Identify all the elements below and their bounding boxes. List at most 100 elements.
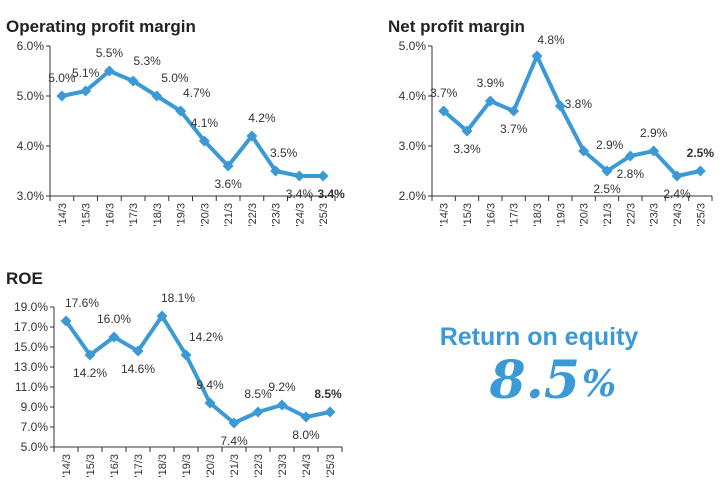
x-tick-label: '19/3 xyxy=(176,203,188,227)
chart-title: Net profit margin xyxy=(388,17,525,36)
data-label: 3.6% xyxy=(214,177,242,191)
x-tick-label: '19/3 xyxy=(181,454,193,478)
y-tick-label: 5.0% xyxy=(17,89,45,103)
x-tick-label: '14/3 xyxy=(439,203,451,227)
roe-callout: Return on equity 8.5 % xyxy=(440,323,639,411)
data-label: 3.7% xyxy=(430,86,458,100)
data-label: 9.2% xyxy=(268,380,296,394)
data-point-marker xyxy=(156,310,168,322)
series-line xyxy=(442,54,701,178)
y-tick-label: 13.0% xyxy=(14,360,48,374)
chart-title: Operating profit margin xyxy=(6,17,196,36)
data-label: 2.5% xyxy=(593,182,621,196)
y-tick-label: 15.0% xyxy=(14,340,48,354)
y-tick-label: 7.0% xyxy=(21,420,49,434)
x-tick-label: '17/3 xyxy=(128,203,140,227)
x-tick-label: '24/3 xyxy=(294,203,306,227)
roe-chart: ROE 5.0% 7.0% 9.0% 11.0% 13.0% 15.0% 17.0% 19.0%… xyxy=(6,269,343,478)
data-point-marker xyxy=(461,125,473,137)
data-point-marker xyxy=(60,315,72,327)
x-tick-label: '17/3 xyxy=(509,203,521,227)
operating-profit-margin-chart: Operating profit margin 3.0% 4.0% 5.0% 6.0% '… xyxy=(6,17,345,227)
y-tick-label: 11.0% xyxy=(15,380,48,394)
x-tick-label: '22/3 xyxy=(625,203,637,227)
x-tick-label: '14/3 xyxy=(57,203,69,227)
data-point-marker xyxy=(204,397,216,409)
callout-value: 8.5 xyxy=(489,350,580,411)
y-tick-label: 5.0% xyxy=(21,440,49,454)
data-label: 3.8% xyxy=(565,97,593,111)
x-tick-label: '25/3 xyxy=(318,203,330,227)
x-tick-label: '17/3 xyxy=(133,454,145,478)
data-label: 3.5% xyxy=(270,146,298,160)
x-tick-label: '18/3 xyxy=(152,203,164,227)
x-tick-label: '23/3 xyxy=(649,203,661,227)
data-label: 5.3% xyxy=(133,54,161,68)
data-label: 5.1% xyxy=(72,66,100,80)
callout-heading: Return on equity xyxy=(440,323,639,351)
y-tick-label: 4.0% xyxy=(399,89,427,103)
data-label: 9.4% xyxy=(196,378,224,392)
chart-title: ROE xyxy=(6,269,43,288)
data-label: 3.7% xyxy=(500,122,528,136)
data-point-marker xyxy=(175,105,187,117)
data-point-marker xyxy=(324,406,336,418)
x-tick-label: '25/3 xyxy=(325,454,337,478)
x-tick-label: '21/3 xyxy=(229,454,241,478)
y-tick-label: 17.0% xyxy=(14,320,48,334)
callout-unit: % xyxy=(582,363,616,405)
y-tick-label: 4.0% xyxy=(17,139,45,153)
data-label: 2.5% xyxy=(687,146,715,160)
data-point-marker xyxy=(198,135,210,147)
data-point-marker xyxy=(671,170,683,182)
data-label: 3.9% xyxy=(477,76,505,90)
data-label: 5.5% xyxy=(96,46,124,60)
x-tick-label: '24/3 xyxy=(672,203,684,227)
data-point-marker xyxy=(84,349,96,361)
y-tick-label: 3.0% xyxy=(399,139,427,153)
x-tick-label: '25/3 xyxy=(695,203,707,227)
data-point-marker xyxy=(554,100,566,112)
data-label: 14.2% xyxy=(73,366,107,380)
data-point-marker xyxy=(132,345,144,357)
x-tick-label: '23/3 xyxy=(271,203,283,227)
x-tick-label: '21/3 xyxy=(602,203,614,227)
data-label: 4.1% xyxy=(191,116,219,130)
x-tick-label: '22/3 xyxy=(247,203,259,227)
data-label: 3.4% xyxy=(317,187,345,201)
data-label: 5.0% xyxy=(161,71,189,85)
data-point-marker xyxy=(648,145,660,157)
data-label: 8.5% xyxy=(244,387,272,401)
x-tick-label: '20/3 xyxy=(579,203,591,227)
x-tick-label: '19/3 xyxy=(555,203,567,227)
data-point-marker xyxy=(180,349,192,361)
data-point-marker xyxy=(151,90,163,102)
data-point-marker xyxy=(228,417,240,429)
x-tick-label: '16/3 xyxy=(104,203,116,227)
data-label: 4.8% xyxy=(537,33,565,47)
data-point-marker xyxy=(438,105,450,117)
x-tick-label: '24/3 xyxy=(301,454,313,478)
data-point-marker xyxy=(108,331,120,343)
data-label: 16.0% xyxy=(97,312,131,326)
data-label: 3.4% xyxy=(286,187,314,201)
data-point-marker xyxy=(694,165,706,177)
x-tick-label: '18/3 xyxy=(532,203,544,227)
data-label: 7.4% xyxy=(220,434,248,448)
y-tick-label: 5.0% xyxy=(399,39,427,53)
data-point-marker xyxy=(222,160,234,172)
x-tick-label: '15/3 xyxy=(462,203,474,227)
data-label: 2.4% xyxy=(663,187,691,201)
y-tick-label: 6.0% xyxy=(17,39,45,53)
data-label: 2.9% xyxy=(640,126,668,140)
data-point-marker xyxy=(127,75,139,87)
x-tick-label: '23/3 xyxy=(277,454,289,478)
x-tick-label: '16/3 xyxy=(109,454,121,478)
data-label: 14.2% xyxy=(189,330,223,344)
data-label: 2.8% xyxy=(617,167,645,181)
data-point-marker xyxy=(317,170,329,182)
data-point-marker xyxy=(270,165,282,177)
data-point-marker xyxy=(276,399,288,411)
data-point-marker xyxy=(484,95,496,107)
